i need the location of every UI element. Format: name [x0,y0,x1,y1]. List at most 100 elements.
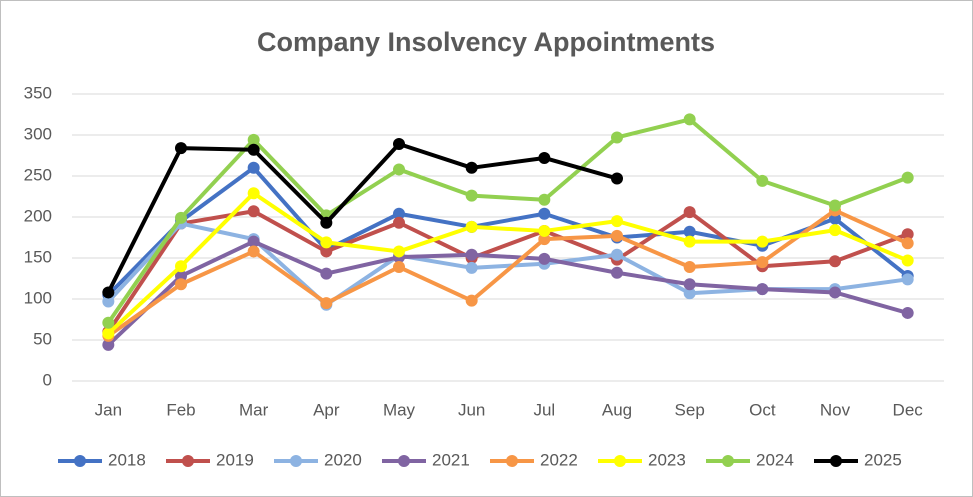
y-tick-label: 50 [33,329,52,348]
legend-marker [830,455,842,467]
legend-label: 2020 [324,450,362,469]
legend-marker [506,455,518,467]
legend-label: 2023 [648,450,686,469]
series-line [107,208,909,338]
data-point [393,245,405,258]
chart-title: Company Insolvency Appointments [257,27,715,57]
data-point [829,199,841,212]
x-tick-label: Oct [749,400,776,419]
data-point [465,261,478,274]
series-line [106,117,909,324]
data-point [320,245,333,258]
data-point [247,161,260,174]
data-point [320,216,333,229]
data-point [683,278,696,291]
data-point [538,193,551,206]
data-point [683,225,696,238]
data-point [247,245,260,258]
data-point [393,261,405,274]
data-point [756,174,769,187]
data-point [175,211,187,224]
data-point [465,294,478,307]
legend-label: 2024 [756,450,794,469]
data-point [611,131,623,144]
data-point [393,207,405,220]
data-point [611,266,623,279]
data-point [829,212,841,225]
x-tick-label: Jan [95,400,122,419]
data-point [102,338,115,351]
data-point [247,205,260,218]
data-point [538,233,551,246]
data-point [247,133,260,146]
data-point [829,286,841,299]
data-point [175,142,187,155]
data-point [102,327,115,340]
data-point [538,224,551,237]
data-point [901,306,914,319]
data-point [901,273,914,286]
data-point [829,224,841,237]
data-point [247,143,260,156]
legend-marker [722,455,734,467]
data-point [538,252,551,265]
data-point [756,235,769,248]
data-point [901,237,914,250]
data-point [175,270,187,283]
data-point [247,187,260,200]
data-point [320,236,333,249]
data-point [538,207,551,220]
legend-marker [398,455,410,467]
data-point [393,163,405,176]
data-point [611,229,623,242]
legend-label: 2021 [432,450,470,469]
x-tick-label: May [383,400,416,419]
data-point [611,215,623,228]
x-tick-label: Sep [675,400,705,419]
data-point [683,287,696,300]
legend-label: 2025 [864,450,902,469]
y-tick-label: 0 [43,370,52,389]
data-point [538,151,551,164]
series-line [106,209,909,333]
y-tick-label: 100 [24,288,52,307]
legend-label: 2019 [216,450,254,469]
data-point [683,261,696,274]
x-tick-label: Jun [458,400,485,419]
legend-label: 2018 [108,450,146,469]
data-point [320,267,333,280]
data-point [102,286,115,299]
legend-label: 2022 [540,450,578,469]
legend-marker [74,455,86,467]
legend-marker [290,455,302,467]
data-point [901,254,914,267]
data-point [683,235,696,248]
y-tick-label: 350 [24,83,52,102]
data-point [393,138,405,151]
legend-marker [614,455,626,467]
data-point [683,113,696,126]
data-point [756,256,769,269]
data-point [683,206,696,219]
data-point [611,248,623,261]
series-line [106,142,618,294]
data-point [102,295,115,308]
data-point [175,278,187,291]
data-point [465,189,478,202]
x-tick-label: Aug [602,400,632,419]
x-tick-label: Apr [313,400,340,419]
data-point [247,235,260,248]
x-tick-label: Jul [533,400,555,419]
data-point [102,316,115,329]
y-tick-label: 250 [24,165,52,184]
data-point [465,220,478,233]
data-point [611,172,623,185]
data-point [756,283,769,296]
data-point [465,248,478,261]
y-tick-label: 200 [24,206,52,225]
data-point [901,228,914,241]
series-line [106,191,909,335]
data-point [393,216,405,229]
y-tick-label: 300 [24,124,52,143]
